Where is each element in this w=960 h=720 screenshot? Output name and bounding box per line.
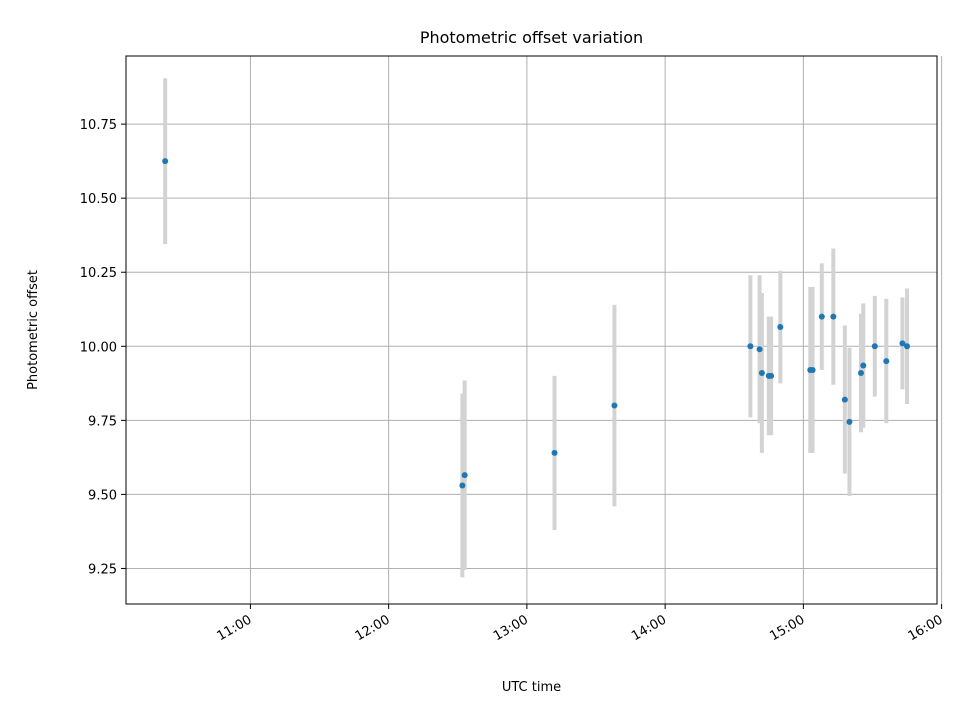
grid [126,56,943,604]
y-tick-label: 10.25 [80,266,117,281]
plot-frame [125,55,938,605]
data-point [860,362,867,369]
data-point [777,324,784,331]
data-point [551,449,558,456]
data-point [830,313,837,320]
data-point [841,396,848,403]
x-axis-ticks: 11:00 12:00 13:00 14:00 15:00 16:00 [214,604,946,644]
x-tick-label: 14:00 [629,612,669,644]
data-point [459,482,466,489]
data-point [747,343,754,350]
errorbars [163,78,910,578]
data-point [809,366,816,373]
data-point [611,402,618,409]
data-point [461,472,468,479]
data-point [818,313,825,320]
y-axis-ticks: 9.25 9.50 9.75 10.00 10.25 10.50 10.75 [80,118,126,577]
y-tick-label: 10.75 [80,118,117,133]
data-point [904,343,911,350]
y-tick-label: 9.50 [88,488,117,503]
data-point [768,372,775,379]
data-point [883,358,890,365]
y-tick-label: 10.50 [80,192,117,207]
data-point [756,346,763,353]
data-point [871,343,878,350]
data-point [162,158,169,165]
x-tick-label: 13:00 [491,612,531,644]
data-point [899,340,906,347]
x-axis-label: UTC time [502,680,561,695]
data-point [758,369,765,376]
data-point [857,369,864,376]
x-tick-label: 15:00 [767,612,807,644]
y-tick-label: 9.75 [88,414,117,429]
y-tick-label: 10.00 [80,340,117,355]
data-points [162,158,911,489]
x-tick-label: 11:00 [214,612,254,644]
chart-title: Photometric offset variation [420,28,643,47]
y-axis-label: Photometric offset [26,270,41,390]
x-tick-label: 12:00 [353,612,393,644]
y-tick-label: 9.25 [88,562,117,577]
x-tick-label: 16:00 [906,612,946,644]
data-point [846,418,853,425]
